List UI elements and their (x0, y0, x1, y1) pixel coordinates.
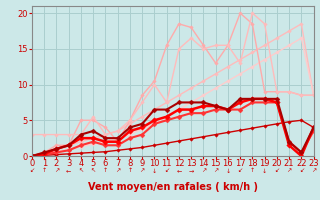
X-axis label: Vent moyen/en rafales ( km/h ): Vent moyen/en rafales ( km/h ) (88, 182, 258, 192)
